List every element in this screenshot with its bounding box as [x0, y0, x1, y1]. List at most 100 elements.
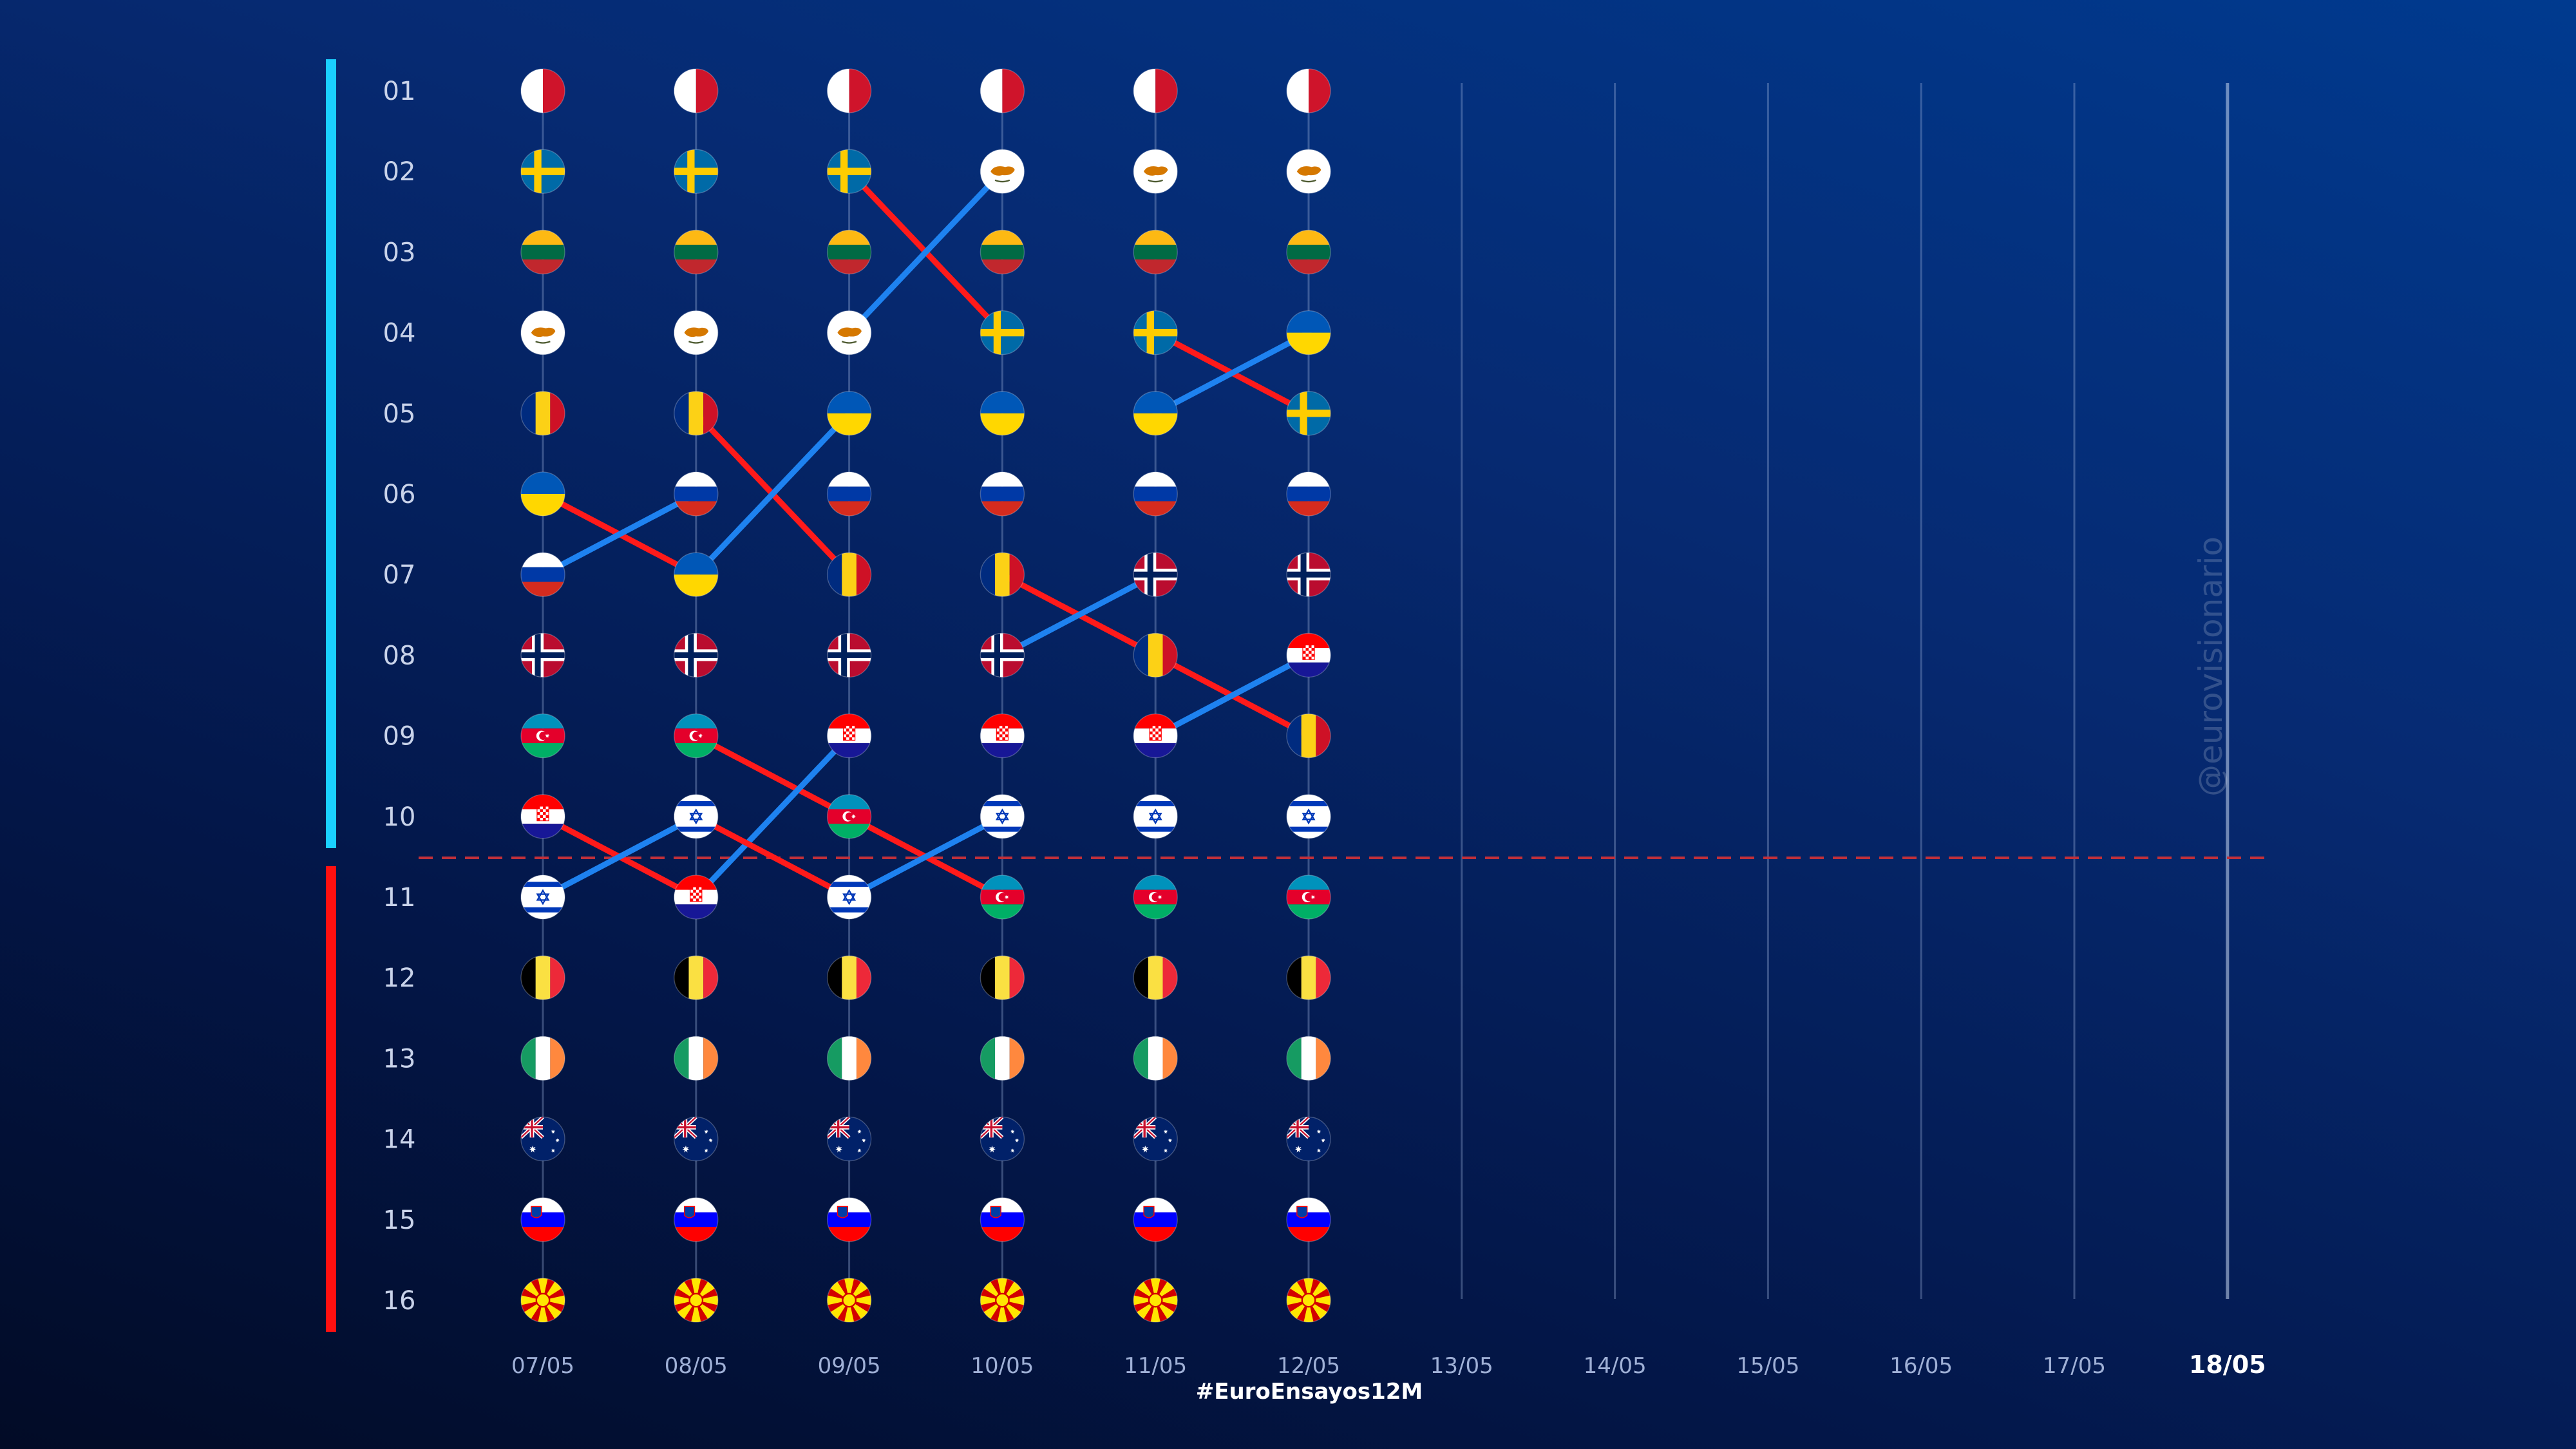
norway-flag-icon	[1286, 552, 1331, 597]
lithuania-flag-icon	[980, 229, 1025, 275]
rank-label: 14	[383, 1125, 416, 1155]
rise-segment	[999, 571, 1159, 658]
date-tick-label: 08/05	[665, 1353, 728, 1379]
australia-flag-icon	[1286, 1116, 1331, 1162]
sweden-flag-icon	[826, 149, 872, 194]
lithuania-flag-icon	[1133, 229, 1178, 275]
rank-label: 03	[383, 238, 416, 267]
croatia-flag-icon	[1133, 713, 1178, 759]
rank-label: 13	[383, 1044, 416, 1074]
ukraine-flag-icon	[1286, 310, 1331, 355]
ireland-flag-icon	[674, 1036, 719, 1081]
croatia-flag-icon	[1286, 632, 1331, 678]
rise-segment	[846, 168, 1005, 336]
rise-segment	[693, 410, 853, 578]
malta-flag-icon	[520, 68, 565, 113]
ireland-flag-icon	[826, 1036, 872, 1081]
rank-label: 01	[383, 77, 416, 106]
cyprus-flag-icon	[520, 310, 565, 355]
rise-segment	[846, 813, 1005, 900]
rank-label: 02	[383, 157, 416, 187]
cyprus-flag-icon	[1133, 149, 1178, 194]
belgium-flag-icon	[1133, 955, 1178, 1000]
belgium-flag-icon	[1286, 955, 1331, 1000]
russia-flag-icon	[1133, 471, 1178, 516]
lithuania-flag-icon	[520, 229, 565, 275]
date-tick-label: 10/05	[971, 1353, 1034, 1379]
date-tick-label: 16/05	[1889, 1353, 1953, 1379]
non-qualifier-zone-bar	[326, 866, 336, 1332]
slovenia-flag-icon	[980, 1197, 1025, 1242]
qualifier-zone-bar	[326, 59, 336, 848]
malta-flag-icon	[980, 68, 1025, 113]
israel-flag-icon	[980, 794, 1025, 839]
israel-flag-icon	[674, 794, 719, 839]
date-tick-label: 13/05	[1430, 1353, 1493, 1379]
cyprus-flag-icon	[1286, 149, 1331, 194]
cyprus-flag-icon	[980, 149, 1025, 194]
israel-flag-icon	[1286, 794, 1331, 839]
date-tick-label: 17/05	[2043, 1353, 2106, 1379]
rank-label: 15	[383, 1206, 416, 1235]
romania-flag-icon	[520, 391, 565, 436]
azerbaijan-flag-icon	[674, 713, 719, 759]
ukraine-flag-icon	[1133, 391, 1178, 436]
belgium-flag-icon	[520, 955, 565, 1000]
ireland-flag-icon	[1286, 1036, 1331, 1081]
rank-label: 16	[383, 1286, 416, 1316]
rise-segment	[540, 813, 699, 900]
australia-flag-icon	[826, 1116, 872, 1162]
rank-label: 12	[383, 963, 416, 993]
date-tick-label: 15/05	[1736, 1353, 1799, 1379]
belgium-flag-icon	[826, 955, 872, 1000]
azerbaijan-flag-icon	[980, 875, 1025, 920]
australia-flag-icon	[980, 1116, 1025, 1162]
russia-flag-icon	[674, 471, 719, 516]
fall-segment	[693, 733, 853, 820]
israel-flag-icon	[1133, 794, 1178, 839]
date-tick-label: 07/05	[511, 1353, 574, 1379]
romania-flag-icon	[1286, 713, 1331, 759]
ukraine-flag-icon	[520, 471, 565, 516]
lithuania-flag-icon	[674, 229, 719, 275]
rise-segment	[1152, 330, 1312, 417]
ireland-flag-icon	[520, 1036, 565, 1081]
date-tick-label: 18/05	[2189, 1350, 2266, 1379]
russia-flag-icon	[826, 471, 872, 516]
rank-label: 05	[383, 399, 416, 429]
israel-flag-icon	[520, 875, 565, 920]
norway-flag-icon	[1133, 552, 1178, 597]
rank-label: 11	[383, 883, 416, 913]
rank-label: 09	[383, 722, 416, 752]
azerbaijan-flag-icon	[520, 713, 565, 759]
slovenia-flag-icon	[1133, 1197, 1178, 1242]
russia-flag-icon	[1286, 471, 1331, 516]
date-tick-label: 11/05	[1124, 1353, 1187, 1379]
rise-segment	[693, 733, 853, 900]
malta-flag-icon	[1133, 68, 1178, 113]
croatia-flag-icon	[520, 794, 565, 839]
malta-flag-icon	[1286, 68, 1331, 113]
rank-label: 06	[383, 480, 416, 509]
azerbaijan-flag-icon	[1133, 875, 1178, 920]
rise-segment	[1152, 652, 1312, 739]
rise-segment	[540, 491, 699, 578]
belgium-flag-icon	[674, 955, 719, 1000]
russia-flag-icon	[980, 471, 1025, 516]
norway-flag-icon	[980, 632, 1025, 678]
croatia-flag-icon	[674, 875, 719, 920]
rank-label: 04	[383, 319, 416, 348]
sweden-flag-icon	[674, 149, 719, 194]
norway-flag-icon	[826, 632, 872, 678]
sweden-flag-icon	[1133, 310, 1178, 355]
slovenia-flag-icon	[674, 1197, 719, 1242]
sweden-flag-icon	[1286, 391, 1331, 436]
norway-flag-icon	[674, 632, 719, 678]
ukraine-flag-icon	[826, 391, 872, 436]
croatia-flag-icon	[826, 713, 872, 759]
azerbaijan-flag-icon	[1286, 875, 1331, 920]
lithuania-flag-icon	[1286, 229, 1331, 275]
israel-flag-icon	[826, 875, 872, 920]
sweden-flag-icon	[520, 149, 565, 194]
